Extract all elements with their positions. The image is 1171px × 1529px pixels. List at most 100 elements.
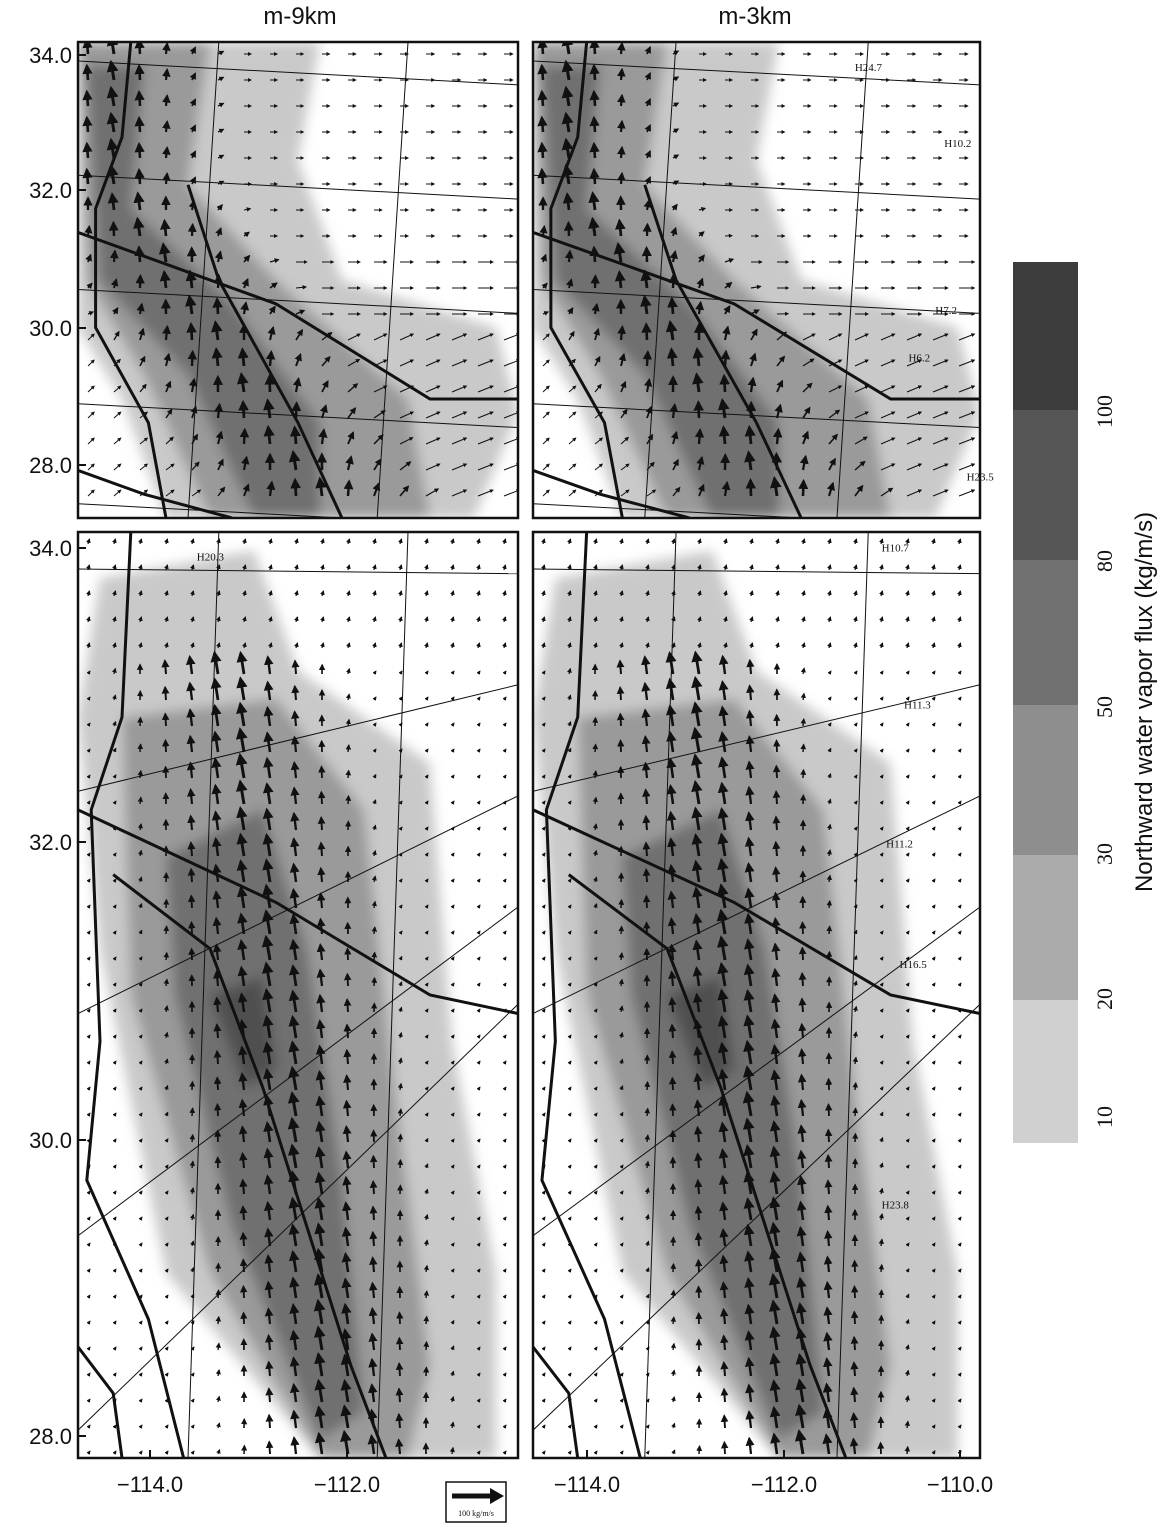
flux-vector [452, 723, 454, 726]
flux-vector [855, 1058, 856, 1064]
column-title: m-3km [718, 3, 791, 30]
flux-vector [218, 1343, 219, 1350]
flux-vector [569, 1165, 571, 1168]
flux-vector [426, 749, 428, 752]
flux-vector [88, 931, 90, 934]
flux-vector [504, 775, 506, 778]
colorbar-band [1013, 855, 1078, 1000]
high-label: H10.2 [944, 138, 971, 150]
flux-vector [478, 749, 480, 752]
flux-vector [347, 1050, 348, 1064]
flux-vector [543, 360, 549, 366]
flux-vector [139, 66, 140, 80]
flux-vector [959, 1087, 961, 1090]
flux-vector [803, 668, 804, 674]
flux-vector [218, 1370, 219, 1376]
colorbar-tick: 100 [1092, 395, 1117, 428]
flux-vector [595, 1373, 597, 1376]
flux-vector [88, 879, 90, 882]
flux-vector [907, 905, 909, 908]
flux-vector [543, 1347, 545, 1350]
shading [78, 42, 518, 518]
flux-vector [295, 427, 296, 444]
flux-vector [907, 879, 909, 882]
flux-vector [399, 1414, 400, 1428]
flux-vector [776, 842, 777, 856]
scale-arrow: 100 kg/m/s [446, 1482, 506, 1522]
flux-vector [881, 749, 883, 752]
flux-vector [569, 1217, 571, 1220]
flux-vector [933, 1087, 935, 1090]
flux-vector [803, 617, 804, 622]
flux-vector [959, 1061, 961, 1064]
flux-vector [114, 1061, 116, 1064]
flux-vector [569, 1061, 571, 1064]
flux-vector [854, 1388, 855, 1402]
flux-vector [400, 697, 402, 700]
flux-vector [504, 539, 505, 544]
flux-vector [348, 796, 349, 804]
flux-vector [218, 404, 220, 418]
flux-vector [621, 927, 622, 934]
flux-vector [140, 539, 141, 544]
flux-vector [750, 660, 751, 674]
flux-vector [542, 92, 543, 106]
flux-vector [478, 1009, 480, 1012]
flux-vector [959, 1035, 961, 1038]
flux-vector [140, 797, 141, 804]
flux-vector [88, 464, 94, 470]
flux-vector [452, 671, 454, 674]
flux-vector [426, 1342, 427, 1350]
flux-vector [269, 1362, 270, 1376]
flux-vector [881, 1265, 882, 1272]
flux-vector [140, 1165, 142, 1168]
flux-vector [724, 1442, 725, 1454]
flux-vector [348, 539, 349, 544]
flux-vector [595, 1451, 597, 1454]
flux-vector [164, 272, 166, 288]
flux-vector [321, 818, 322, 830]
flux-vector [478, 697, 480, 700]
flux-vector [803, 591, 804, 596]
flux-vector [569, 1373, 571, 1376]
flux-vector [803, 694, 804, 700]
flux-vector [374, 565, 375, 570]
flux-vector [672, 998, 673, 1012]
flux-vector [621, 148, 622, 158]
flux-vector [243, 402, 244, 418]
flux-vector [322, 539, 323, 544]
flux-vector [803, 745, 804, 752]
flux-vector [543, 386, 549, 392]
flux-vector [829, 926, 830, 934]
flux-vector [88, 412, 94, 418]
flux-vector [959, 1295, 961, 1298]
flux-vector [569, 1295, 571, 1298]
flux-vector [295, 686, 296, 700]
x-tick-label: −112.0 [314, 1472, 380, 1497]
flux-vector [243, 1154, 244, 1168]
flux-vector [296, 591, 297, 596]
flux-vector [88, 1373, 90, 1376]
flux-vector [933, 539, 934, 544]
flux-vector [724, 1363, 725, 1376]
flux-vector [87, 170, 88, 184]
flux-vector [698, 1181, 699, 1194]
flux-vector [829, 617, 830, 622]
flux-vector [907, 853, 909, 856]
flux-vector [426, 697, 428, 700]
flux-vector [504, 1425, 506, 1428]
flux-vector [478, 827, 480, 830]
flux-vector [426, 539, 427, 544]
flux-vector [543, 617, 544, 622]
x-tick-label: −114.0 [554, 1472, 620, 1497]
y-tick-label: 30.0 [29, 1128, 72, 1153]
flux-vector [543, 539, 544, 544]
flux-vector [776, 741, 777, 752]
flux-vector [543, 879, 545, 882]
flux-vector [88, 1269, 90, 1272]
flux-vector [907, 827, 909, 830]
flux-vector [399, 1364, 400, 1376]
flux-vector [166, 1321, 168, 1324]
flux-vector [113, 223, 114, 236]
flux-vector [321, 843, 322, 856]
